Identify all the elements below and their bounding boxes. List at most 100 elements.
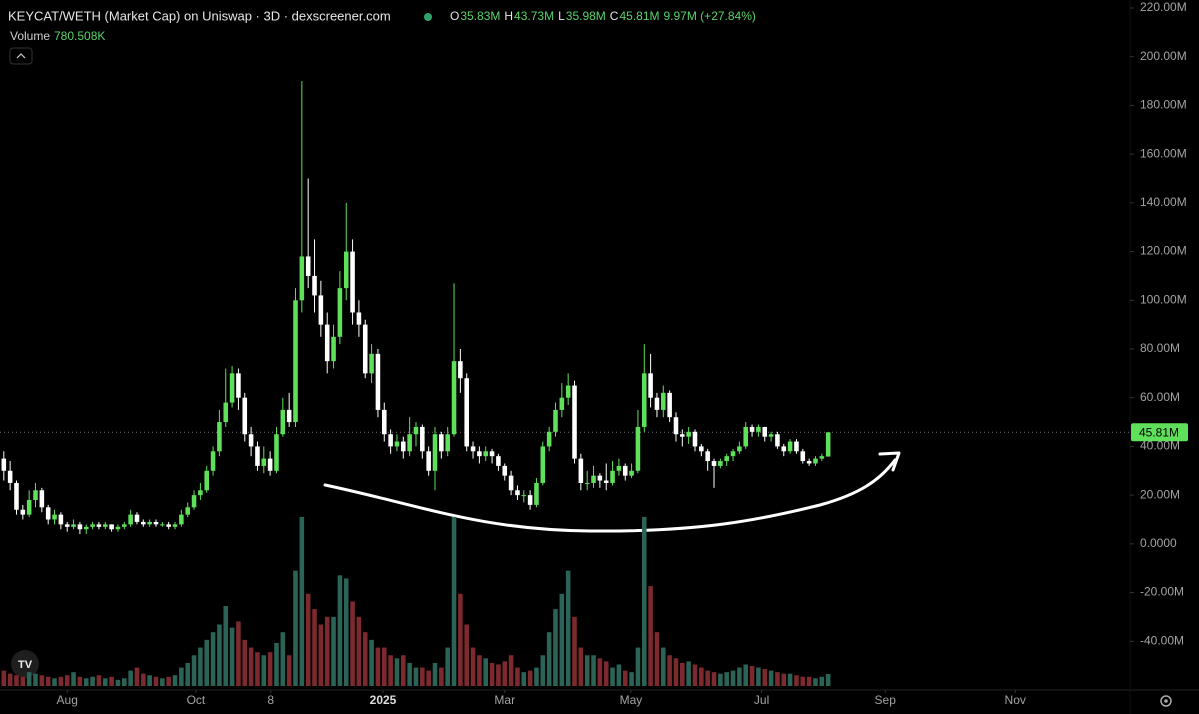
candle-body: [71, 524, 76, 527]
last-price-tag: [1131, 423, 1188, 442]
volume-bar: [52, 678, 57, 686]
volume-bar: [198, 647, 203, 686]
candle-body: [825, 432, 831, 457]
volume-bar: [661, 647, 666, 686]
candle-body: [1, 458, 7, 471]
volume-bar: [477, 655, 482, 686]
collapse-button[interactable]: [9, 47, 33, 65]
candle-body: [26, 500, 32, 515]
candle-body: [401, 441, 406, 452]
volume-bar: [629, 672, 634, 686]
candle-body: [813, 458, 818, 464]
candle-body: [318, 295, 324, 325]
volume-bar: [439, 667, 444, 686]
volume-bar: [635, 647, 641, 686]
volume-bar: [756, 667, 761, 686]
volume-bar: [45, 676, 51, 686]
volume-bar: [572, 616, 577, 686]
volume-bar: [546, 632, 552, 686]
volume-bar: [730, 670, 736, 686]
volume-bar: [255, 652, 260, 686]
volume-bar: [692, 664, 698, 686]
logo-mark: TV: [18, 659, 33, 671]
candle-body: [185, 507, 190, 515]
candle-body: [280, 409, 286, 435]
volume-bar: [806, 676, 812, 686]
candle-body: [179, 514, 184, 525]
candle-body: [299, 256, 305, 301]
candle-body: [14, 482, 19, 510]
volume-bar: [749, 666, 755, 686]
volume-bar: [242, 639, 248, 686]
candle-body: [439, 434, 444, 452]
settings-icon-center: [1164, 699, 1168, 703]
y-tick-label: 160.00M: [1140, 146, 1187, 160]
volume-bar: [362, 632, 368, 686]
volume-bar: [800, 676, 806, 686]
volume-bar: [375, 647, 381, 686]
candle-body: [616, 465, 622, 471]
candle-body: [756, 426, 761, 432]
candle-body: [724, 456, 729, 462]
volume-bar: [58, 676, 64, 686]
volume-name: Volume: [10, 29, 50, 43]
candle-body: [534, 482, 539, 505]
candle-body: [540, 446, 546, 483]
candle-body: [426, 451, 431, 471]
candle-body: [312, 275, 317, 296]
volume-bar: [134, 667, 140, 686]
volume-bar: [622, 670, 628, 686]
volume-bar: [794, 675, 799, 686]
candle-body: [692, 431, 698, 447]
volume-bar: [115, 679, 121, 686]
settings-icon[interactable]: [1160, 695, 1172, 707]
volume-bar: [293, 570, 298, 686]
volume-bar: [71, 672, 76, 686]
candle-body: [800, 451, 806, 462]
candle-body: [210, 451, 216, 471]
candle-body: [381, 409, 387, 435]
volume-bar: [597, 658, 603, 686]
volume-bar: [705, 670, 710, 686]
candle-body: [64, 524, 70, 527]
readout-key: O: [450, 9, 459, 23]
volume-bar: [724, 672, 729, 686]
volume-bar: [141, 673, 146, 686]
volume-bar: [305, 593, 311, 686]
x-tick-label: Mar: [494, 693, 515, 707]
candle-body: [451, 361, 457, 435]
candle-body: [743, 426, 749, 447]
candle-body: [572, 385, 577, 459]
volume-bar: [26, 672, 32, 686]
annotation-arrowhead: [878, 451, 901, 472]
volume-bar: [102, 678, 108, 686]
candle-body: [362, 324, 368, 374]
candle-body: [337, 288, 343, 337]
logo[interactable]: [11, 650, 39, 678]
candle-body: [39, 490, 45, 508]
volume-bar: [527, 670, 533, 686]
volume-bar: [743, 664, 749, 686]
candle-body: [705, 451, 710, 462]
volume-bar: [825, 673, 831, 686]
volume-bar: [122, 678, 127, 686]
candle-body: [331, 336, 336, 362]
volume-bar: [191, 655, 197, 686]
volume-bar: [388, 655, 393, 686]
volume-bar: [445, 647, 450, 686]
volume-bar: [407, 662, 412, 686]
volume-bar: [318, 624, 324, 686]
volume-bar: [229, 627, 235, 686]
candle-body: [58, 514, 64, 525]
y-tick-label: 80.00M: [1140, 341, 1180, 355]
candle-body: [762, 426, 768, 437]
candle-body: [775, 434, 780, 447]
volume-bar: [77, 676, 83, 686]
readout-value: 45.81M: [619, 9, 659, 23]
volume-bar: [83, 678, 89, 686]
candle-body: [255, 446, 260, 466]
candle-body: [483, 451, 489, 457]
volume-bar: [819, 676, 825, 686]
candle-body: [622, 465, 628, 476]
